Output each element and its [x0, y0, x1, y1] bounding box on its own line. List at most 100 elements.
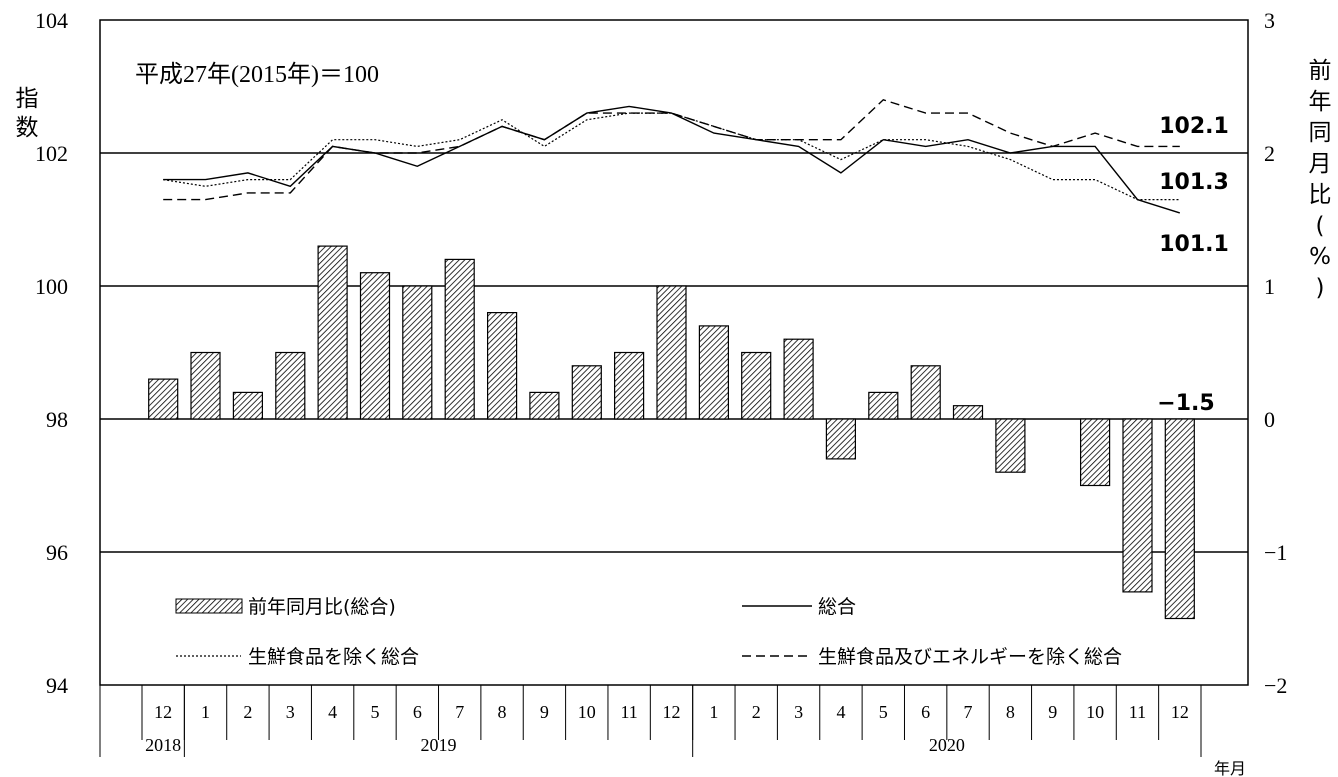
- bar: [995, 418, 1026, 473]
- line-solid: [163, 105, 1181, 214]
- right-axis-title-char: 月: [1309, 151, 1332, 177]
- end-annotations: 102.1 101.3 101.1 −1.5: [1157, 114, 1229, 416]
- bar: [656, 285, 687, 420]
- left-axis-title-char: 数: [16, 115, 39, 141]
- right-tick-label: 0: [1264, 407, 1275, 432]
- bar: [359, 272, 391, 420]
- bar: [825, 418, 857, 460]
- legend-swatch-hatched-bar: [175, 598, 243, 614]
- left-tick-label: 94: [46, 673, 68, 698]
- bar: [952, 405, 984, 420]
- month-label: 5: [879, 702, 888, 722]
- month-label: 2: [752, 702, 761, 722]
- month-label: 6: [413, 702, 422, 722]
- bar: [275, 351, 306, 420]
- month-label: 3: [794, 702, 803, 722]
- right-axis-title-char: ): [1316, 275, 1325, 301]
- left-axis-ticks: 104 102 100 98 96 94: [35, 8, 68, 698]
- legend-label-dotted: 生鮮食品を除く総合: [248, 646, 419, 668]
- plot-frame: [99, 19, 1249, 686]
- bar: [317, 245, 348, 420]
- left-axis-title: 指数: [16, 86, 39, 141]
- base-note: 平成27年(2015年)＝100: [135, 61, 379, 88]
- bar: [613, 351, 645, 420]
- annotation-label: 101.3: [1159, 170, 1229, 195]
- bar: [698, 325, 730, 420]
- right-axis-title-char: 前: [1309, 58, 1332, 84]
- right-axis-title-char: %: [1309, 244, 1331, 270]
- right-tick-label: 1: [1264, 274, 1275, 299]
- legend-item-dashed: 生鮮食品及びエネルギーを除く総合: [742, 646, 1122, 668]
- bar-series: [148, 245, 1195, 620]
- month-label: 10: [1086, 702, 1104, 722]
- month-label: 8: [1006, 702, 1015, 722]
- right-axis-ticks: 3 2 1 0 −1 −2: [1264, 8, 1287, 698]
- month-label: 5: [370, 702, 379, 722]
- right-tick-label: −1: [1264, 540, 1287, 565]
- bar: [529, 391, 560, 420]
- bar: [1164, 418, 1195, 620]
- month-label: 4: [836, 702, 845, 722]
- month-label: 12: [663, 702, 681, 722]
- right-axis-title-char: 比: [1309, 182, 1332, 208]
- bar: [487, 312, 518, 420]
- month-label: 9: [1048, 702, 1057, 722]
- x-axis-title: 年月: [1214, 760, 1246, 777]
- bar: [232, 391, 263, 420]
- bar: [571, 365, 602, 420]
- month-label: 10: [578, 702, 596, 722]
- month-label: 12: [1171, 702, 1189, 722]
- month-label: 6: [921, 702, 930, 722]
- line-dotted: [163, 112, 1180, 201]
- bar: [741, 351, 772, 420]
- bar: [148, 378, 179, 420]
- month-label: 3: [286, 702, 295, 722]
- left-tick-label: 96: [46, 540, 68, 565]
- bar: [444, 258, 475, 420]
- legend-label-bar: 前年同月比(総合): [248, 596, 396, 618]
- year-label: 2018: [145, 735, 181, 755]
- bar: [1079, 418, 1111, 487]
- month-label: 1: [709, 702, 718, 722]
- right-axis-title-char: 年: [1309, 89, 1332, 115]
- legend: 前年同月比(総合) 総合 生鮮食品を除く総合 生鮮食品及びエネルギーを除く総合: [175, 596, 1122, 668]
- annotation-label: 101.1: [1159, 232, 1229, 257]
- legend-item-bar: 前年同月比(総合): [175, 596, 396, 618]
- line-dashed: [163, 99, 1180, 201]
- month-label: 12: [154, 702, 172, 722]
- month-label: 8: [498, 702, 507, 722]
- bar: [910, 365, 941, 420]
- legend-item-solid: 総合: [742, 596, 856, 618]
- legend-label-solid: 総合: [818, 596, 856, 618]
- legend-label-dashed: 生鮮食品及びエネルギーを除く総合: [818, 646, 1122, 668]
- month-label: 7: [455, 702, 464, 722]
- right-tick-label: −2: [1264, 673, 1287, 698]
- month-label: 2: [243, 702, 252, 722]
- annotation-label: 102.1: [1159, 114, 1229, 139]
- bar: [868, 391, 899, 420]
- bar: [402, 285, 433, 420]
- month-label: 7: [964, 702, 973, 722]
- right-tick-label: 3: [1264, 8, 1275, 33]
- month-label: 4: [328, 702, 337, 722]
- right-tick-label: 2: [1264, 141, 1275, 166]
- right-axis-title-char: (: [1316, 213, 1325, 239]
- bar: [1122, 418, 1153, 593]
- annotation-label: −1.5: [1157, 391, 1214, 416]
- month-label: 11: [620, 702, 637, 722]
- year-label: 2020: [929, 735, 965, 755]
- left-tick-label: 98: [46, 407, 68, 432]
- month-label: 11: [1129, 702, 1146, 722]
- right-axis-title: 前年同月比 (%): [1309, 58, 1332, 301]
- line-series: [163, 99, 1181, 214]
- year-label: 2019: [421, 735, 457, 755]
- bar: [190, 351, 221, 420]
- month-label: 1: [201, 702, 210, 722]
- month-label: 9: [540, 702, 549, 722]
- left-tick-label: 100: [35, 274, 68, 299]
- left-tick-label: 104: [35, 8, 68, 33]
- left-tick-label: 102: [35, 141, 68, 166]
- right-axis-title-char: 同: [1309, 120, 1332, 146]
